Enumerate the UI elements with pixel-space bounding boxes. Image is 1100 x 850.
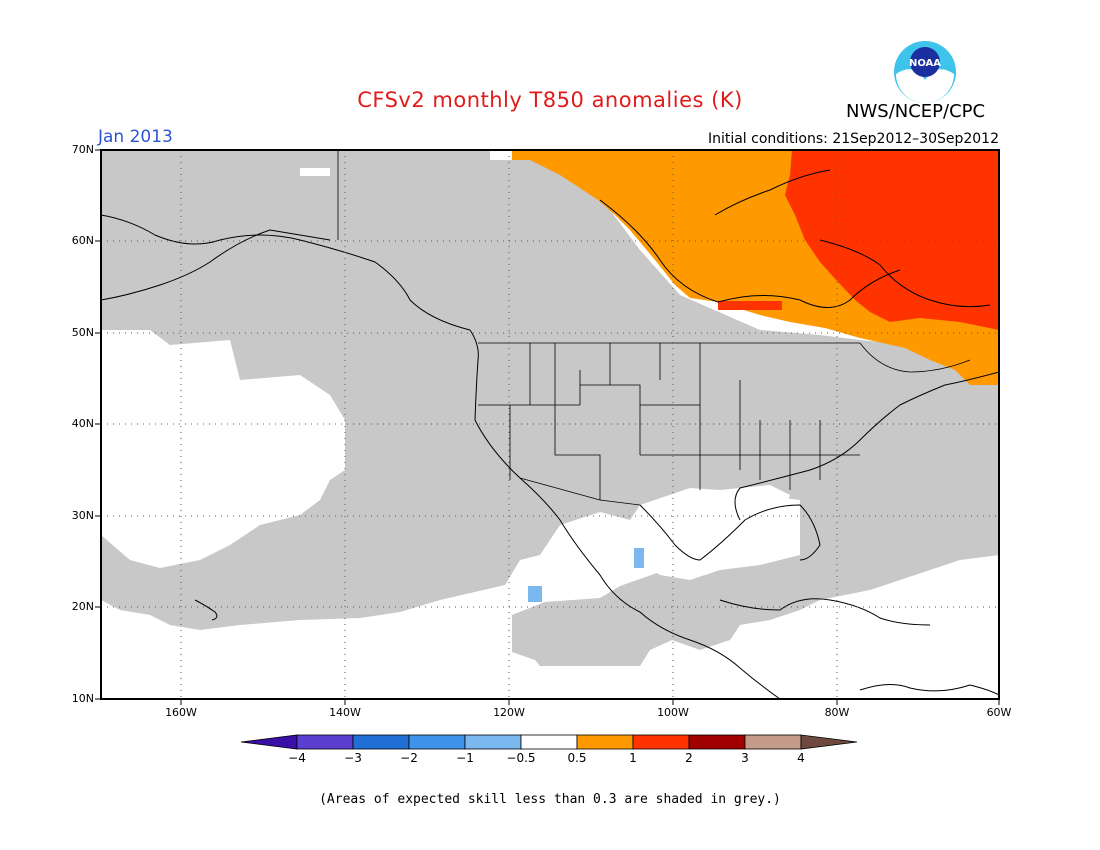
colorbar-swatch [520,734,578,750]
lon-label-140w: 140W [329,706,361,719]
lat-label-20n: 20N [71,600,94,613]
colorbar-swatch [744,734,802,750]
colorbar-swatch [352,734,410,750]
colorbar-label: 0.5 [567,751,587,765]
colorbar-swatch [632,734,690,750]
cool-anomaly-patch-2 [528,586,542,602]
colorbar-label: −0.5 [506,751,536,765]
colorbar-swatch-high-end [800,734,858,750]
agency-label: NWS/NCEP/CPC [846,101,986,122]
colorbar-swatch [464,734,522,750]
noaa-logo: NOAA [893,40,957,104]
colorbar-swatch [576,734,634,750]
forecast-period: Jan 2013 [98,127,173,147]
colorbar-swatch [688,734,746,750]
map-title: CFSv2 monthly T850 anomalies (K) [357,88,743,112]
lat-label-60n: 60N [71,234,94,247]
colorbar-label: 1 [629,751,637,765]
lon-label-160w: 160W [165,706,197,719]
lon-label-120w: 120W [493,706,525,719]
initial-conditions: Initial conditions: 21Sep2012–30Sep2012 [707,131,999,147]
colorbar-label: −3 [344,751,362,765]
cool-anomaly-patch-1 [634,548,644,568]
colorbar-swatch-low-end [240,734,298,750]
lon-label-80w: 80W [824,706,850,719]
lat-label-40n: 40N [71,417,94,430]
warm-anomaly-red-patch [718,301,782,310]
lat-label-50n: 50N [71,326,94,339]
lon-label-100w: 100W [657,706,689,719]
lon-label-60w: 60W [986,706,1012,719]
colorbar-label: 4 [797,751,805,765]
lat-label-30n: 30N [71,509,94,522]
colorbar-swatch [296,734,354,750]
colorbar-swatch [408,734,466,750]
skill-footnote: (Areas of expected skill less than 0.3 a… [319,792,781,807]
axis-ticks [95,149,1000,705]
lat-label-10n: 10N [71,692,94,705]
colorbar-label: −2 [400,751,418,765]
colorbar-label: −4 [288,751,306,765]
coastlines [101,169,999,699]
pacific-skill-gap [101,330,345,568]
logo-text: NOAA [909,58,941,69]
colorbar-label: −1 [456,751,474,765]
colorbar-label: 2 [685,751,693,765]
lat-label-70n: 70N [71,143,94,156]
colorbar-label: 3 [741,751,749,765]
political-boundaries [337,150,971,506]
southeast-region [720,485,790,530]
warm-anomaly-red [785,150,999,330]
